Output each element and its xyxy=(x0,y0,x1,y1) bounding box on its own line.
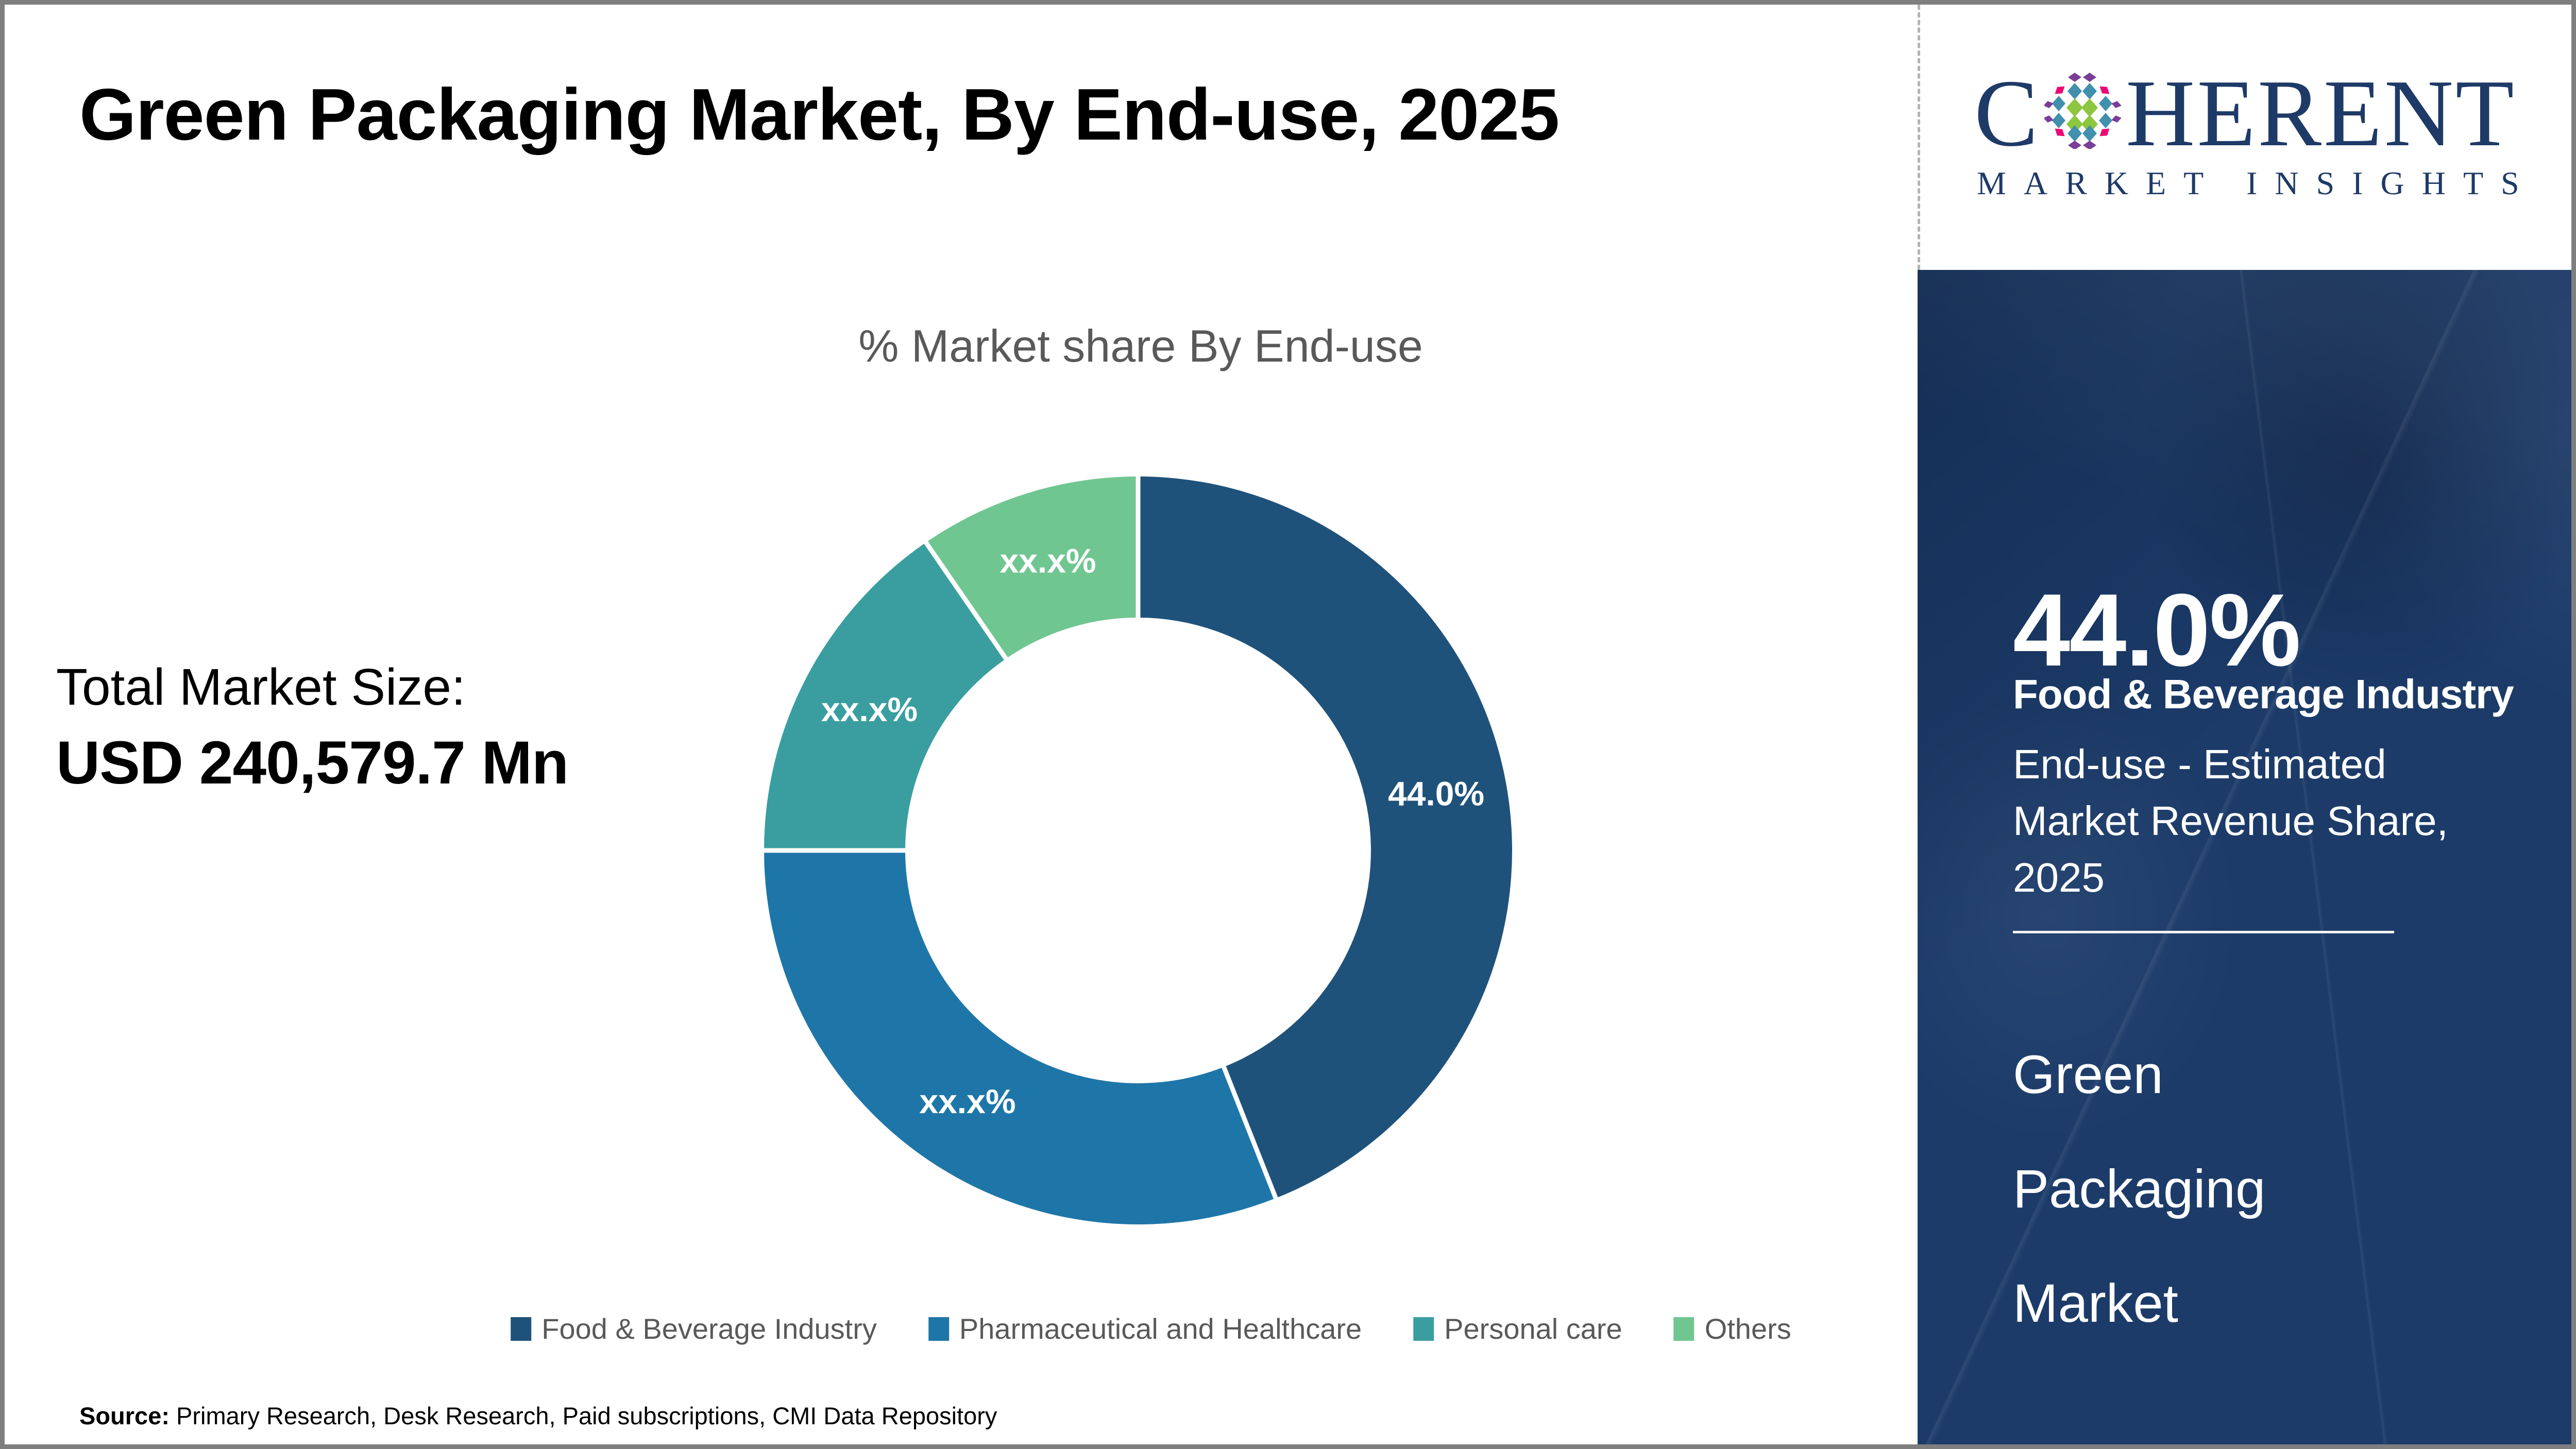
segment-label-1: xx.x% xyxy=(919,1082,1015,1120)
sidebar-divider xyxy=(2013,931,2394,933)
segment-separator xyxy=(923,539,1010,663)
source-note: Source: Primary Research, Desk Research,… xyxy=(79,1402,997,1430)
segment-separator xyxy=(1220,1063,1279,1201)
legend-item-2: Personal care xyxy=(1413,1312,1622,1345)
logo-diamond xyxy=(2052,96,2066,111)
coherent-logo: C HERENT xyxy=(1974,65,2516,161)
donut-chart: 44.0% xx.x% xx.x% xx.x% xyxy=(763,475,1513,1225)
logo-diamond xyxy=(2068,141,2082,149)
source-prefix: Source: xyxy=(79,1402,170,1429)
legend-label: Others xyxy=(1704,1312,1791,1345)
logo-diamond xyxy=(2081,98,2098,117)
coherent-logo-o-icon xyxy=(2044,73,2122,149)
logo-diamond xyxy=(2055,128,2065,137)
logo-subtitle: MARKET INSIGHTS xyxy=(1977,165,2537,201)
sidebar-stat-label: Food & Beverage Industry xyxy=(2013,671,2514,717)
logo-diamond xyxy=(2066,115,2083,133)
logo-diamond xyxy=(2067,83,2082,99)
sidebar: 44.0% Food & Beverage Industry End-use -… xyxy=(1918,270,2571,1444)
coherent-logo-box: C HERENT MARKET INSIGHTS xyxy=(1918,5,2571,270)
chart-title: % Market share By End-use xyxy=(858,320,1423,371)
legend-item-1: Pharmaceutical and Healthcare xyxy=(928,1312,1362,1345)
donut-segment-1 xyxy=(764,850,1276,1224)
legend-label: Pharmaceutical and Healthcare xyxy=(959,1312,1362,1345)
chart-legend: Food & Beverage Industry Pharmaceutical a… xyxy=(511,1312,1791,1345)
logo-diamond xyxy=(2082,125,2097,142)
logo-diamond xyxy=(2044,101,2054,108)
total-market-value: USD 240,579.7 Mn xyxy=(56,729,569,797)
logo-diamond xyxy=(2099,96,2113,111)
segment-label-0: 44.0% xyxy=(1388,775,1484,813)
legend-item-0: Food & Beverage Industry xyxy=(511,1312,877,1345)
source-text: Primary Research, Desk Research, Paid su… xyxy=(170,1402,997,1429)
donut-segment-3 xyxy=(926,476,1138,659)
logo-diamond xyxy=(2052,113,2066,128)
donut-segment-2 xyxy=(764,542,1006,850)
legend-swatch-icon xyxy=(928,1317,949,1341)
logo-diamond xyxy=(2068,73,2082,82)
total-market-block: Total Market Size: USD 240,579.7 Mn xyxy=(56,658,569,798)
logo-diamond xyxy=(2044,115,2054,123)
legend-swatch-icon xyxy=(1673,1317,1694,1341)
donut-chart-svg: 44.0% xx.x% xx.x% xx.x% xyxy=(763,475,1512,1224)
logo-diamond xyxy=(2082,83,2097,99)
logo-diamond xyxy=(2083,141,2097,149)
logo-diamond xyxy=(2055,86,2065,94)
logo-word-start: C xyxy=(1974,60,2041,166)
segment-label-3: xx.x% xyxy=(999,542,1096,580)
page-title: Green Packaging Market, By End-use, 2025 xyxy=(79,74,1560,156)
sidebar-market-name: Green Packaging Market xyxy=(2013,1045,2266,1334)
logo-diamond xyxy=(2066,98,2083,117)
total-market-label: Total Market Size: xyxy=(56,658,466,716)
sidebar-stat-value: 44.0% xyxy=(2013,573,2301,688)
logo-diamond xyxy=(2083,73,2097,82)
legend-label: Personal care xyxy=(1444,1312,1622,1345)
legend-swatch-icon xyxy=(1413,1317,1434,1341)
logo-word-end: HERENT xyxy=(2126,60,2516,166)
logo-diamond xyxy=(2111,115,2122,123)
logo-diamond xyxy=(2081,115,2098,133)
legend-label: Food & Beverage Industry xyxy=(541,1312,877,1345)
logo-diamond xyxy=(2111,101,2122,108)
legend-item-3: Others xyxy=(1673,1312,1791,1345)
logo-diamond xyxy=(2099,86,2110,94)
segment-label-2: xx.x% xyxy=(821,690,918,728)
legend-swatch-icon xyxy=(511,1317,532,1341)
sidebar-stat-sublabel: End-use - Estimated Market Revenue Share… xyxy=(2013,741,2448,900)
logo-diamond xyxy=(2099,113,2113,128)
logo-diamond xyxy=(2067,125,2082,142)
logo-diamond xyxy=(2099,128,2110,137)
donut-segment-0 xyxy=(1138,476,1512,1199)
